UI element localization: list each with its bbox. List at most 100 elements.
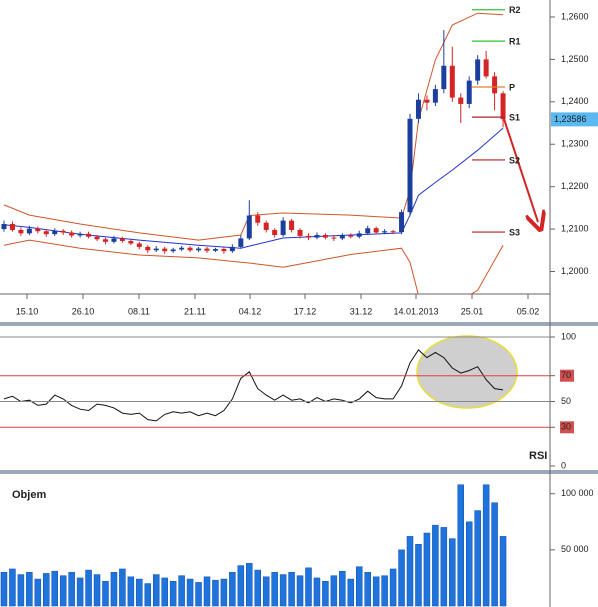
- candle-body: [52, 230, 58, 235]
- highlight-ellipse: [416, 335, 518, 409]
- volume-bar: [229, 572, 236, 607]
- candle-body: [280, 220, 286, 236]
- y-tick-label: 0: [561, 460, 566, 470]
- volume-bar: [398, 549, 405, 607]
- x-tick-label: 05.02: [517, 306, 540, 316]
- volume-bar: [364, 572, 371, 607]
- candle-body: [153, 248, 159, 251]
- band-line: [3, 127, 504, 249]
- panel: [1, 12, 506, 294]
- volume-bar: [313, 577, 321, 607]
- pivot-label: R1: [509, 37, 521, 47]
- candle-body: [424, 99, 430, 103]
- candle-body: [297, 229, 303, 236]
- candle-body: [43, 231, 49, 235]
- candle-body: [263, 222, 269, 230]
- candle-body: [373, 228, 379, 233]
- candle-body: [221, 249, 227, 252]
- y-tick-label: 50: [561, 396, 571, 406]
- volume-bar: [136, 578, 143, 607]
- volume-bar: [161, 577, 168, 607]
- volume-bar: [381, 575, 388, 607]
- candle-body: [35, 228, 41, 232]
- volume-bar: [246, 563, 253, 607]
- last-price-label: 1,23586: [554, 114, 587, 124]
- y-tick-label: 30: [561, 422, 571, 432]
- volume-bar: [389, 568, 397, 607]
- panel-label: RSI: [529, 450, 547, 462]
- x-tick-label: 17.12: [294, 306, 317, 316]
- candle-body: [86, 233, 92, 237]
- candle-body: [272, 229, 278, 236]
- candle-body: [415, 99, 421, 119]
- x-tick-label: 14.01.2013: [393, 306, 438, 316]
- band-line: [3, 12, 504, 241]
- volume-bar: [271, 572, 278, 607]
- candle-body: [77, 233, 83, 236]
- candle-body: [60, 230, 66, 233]
- volume-bar: [43, 573, 50, 607]
- volume-bar: [212, 579, 219, 607]
- volume-bar: [85, 569, 92, 607]
- candle-body: [145, 246, 151, 251]
- volume-bar: [110, 572, 118, 607]
- volume-bar: [237, 565, 245, 607]
- volume-bar: [474, 510, 481, 607]
- volume-bar: [296, 575, 304, 607]
- candle-body: [305, 235, 311, 238]
- volume-bar: [127, 576, 135, 607]
- candle-body: [289, 220, 295, 230]
- candle-body: [1, 224, 7, 230]
- volume-bar: [26, 572, 33, 607]
- candle-body: [204, 248, 210, 251]
- pivot-label: S3: [509, 227, 520, 237]
- candle-body: [458, 97, 464, 104]
- volume-bar: [144, 583, 152, 607]
- candle-body: [94, 236, 100, 240]
- candle-body: [492, 76, 498, 94]
- volume-bar: [152, 574, 160, 607]
- candle-body: [162, 248, 168, 252]
- candle-body: [246, 215, 252, 239]
- candle-body: [475, 59, 481, 81]
- candle-body: [382, 231, 388, 233]
- band-line: [3, 239, 504, 294]
- candle-body: [348, 235, 354, 237]
- x-tick-label: 25.01: [461, 306, 484, 316]
- volume-bar: [254, 569, 261, 607]
- volume-bar: [499, 536, 507, 607]
- pivot-label: P: [509, 82, 515, 92]
- candle-body: [399, 212, 405, 233]
- candle-body: [314, 235, 320, 238]
- volume-bar: [339, 570, 346, 607]
- panel-divider: [0, 470, 598, 474]
- volume-bar: [262, 576, 270, 607]
- candle-body: [170, 249, 176, 252]
- pivot-label: S2: [509, 155, 520, 165]
- candle-body: [128, 240, 134, 244]
- volume-bar: [76, 577, 84, 607]
- volume-bar: [423, 532, 431, 607]
- candle-body: [356, 233, 362, 237]
- candle-body: [339, 235, 345, 239]
- y-tick-label: 1,2200: [561, 181, 589, 191]
- candle-body: [255, 215, 261, 223]
- y-tick-label: 1,2500: [561, 54, 589, 64]
- arrow: [503, 118, 538, 222]
- candle-body: [69, 232, 75, 236]
- tick-highlight: [560, 369, 574, 382]
- candle-body: [322, 235, 328, 238]
- volume-bar: [186, 578, 194, 607]
- candle-body: [365, 228, 371, 234]
- y-tick-label: 70: [561, 370, 571, 380]
- volume-bar: [68, 572, 75, 607]
- candle-body: [119, 238, 125, 241]
- last-price-box: [551, 112, 598, 127]
- candle-body: [26, 228, 32, 234]
- volume-bar: [34, 578, 42, 607]
- volume-bar: [330, 575, 338, 607]
- volume-bar: [432, 524, 439, 607]
- volume-bar: [220, 578, 228, 607]
- candle-body: [18, 229, 24, 234]
